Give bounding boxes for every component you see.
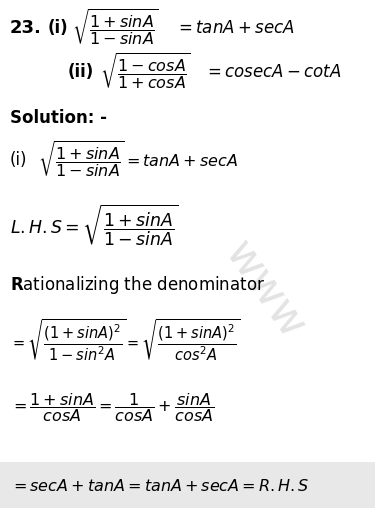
Text: (ii): (ii) [68,63,94,81]
Text: Solution: -: Solution: - [10,109,107,127]
Text: $\mathbf{R}$ationalizing the denominator: $\mathbf{R}$ationalizing the denominator [10,274,265,296]
Text: $= cosecA - cotA$: $= cosecA - cotA$ [204,63,342,81]
Text: $= \sqrt{\dfrac{(1+sinA)^{2}}{1-sin^{2}A}} = \sqrt{\dfrac{(1+sinA)^{2}}{cos^{2}A: $= \sqrt{\dfrac{(1+sinA)^{2}}{1-sin^{2}A… [10,317,240,363]
Text: $= \dfrac{1 + sinA}{cosA} = \dfrac{1}{cosA} + \dfrac{sinA}{cosA}$: $= \dfrac{1 + sinA}{cosA} = \dfrac{1}{co… [10,392,214,424]
Text: (i): (i) [48,19,69,37]
Text: $= secA + tanA = tanA + secA = R.H.S$: $= secA + tanA = tanA + secA = R.H.S$ [10,478,310,494]
Text: $\sqrt{\dfrac{1+sinA}{1-sinA}} = tanA + secA$: $\sqrt{\dfrac{1+sinA}{1-sinA}} = tanA + … [38,140,238,180]
Text: $\sqrt{\dfrac{1+sinA}{1-sinA}}$: $\sqrt{\dfrac{1+sinA}{1-sinA}}$ [72,8,159,48]
Bar [0,462,375,508]
Text: www: www [216,233,314,347]
Text: (i): (i) [10,151,27,169]
Text: $= tanA + secA$: $= tanA + secA$ [175,19,295,37]
Text: $L.H.S = \sqrt{\dfrac{1 + sinA}{1 - sinA}}$: $L.H.S = \sqrt{\dfrac{1 + sinA}{1 - sinA… [10,202,178,248]
Text: 23.: 23. [10,19,42,37]
Text: $\sqrt{\dfrac{1-cosA}{1+cosA}}$: $\sqrt{\dfrac{1-cosA}{1+cosA}}$ [100,52,191,92]
